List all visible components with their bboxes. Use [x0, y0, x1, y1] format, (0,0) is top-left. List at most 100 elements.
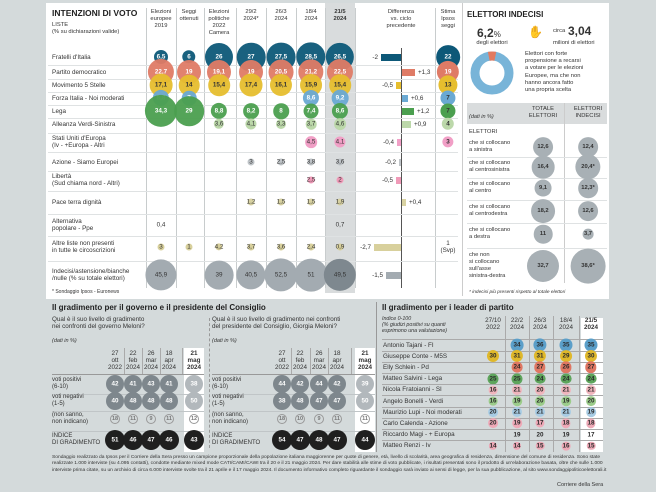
- vote-value: 0,4: [156, 221, 166, 229]
- diff-header: Differenza vs. ciclo precedente: [386, 9, 416, 29]
- row-divider: [48, 171, 458, 172]
- vote-bubble: [334, 136, 346, 148]
- indecisi-bubble: [578, 178, 598, 198]
- leader-value: 30: [489, 352, 497, 360]
- gradimento-bubble: [291, 392, 309, 410]
- party-label: Partito democratico: [52, 68, 107, 76]
- gradimento-bubble: [272, 430, 292, 450]
- row-divider: [48, 133, 458, 134]
- gradimento-bubble: [310, 392, 328, 410]
- leader-column-header: 21/5 2024: [583, 317, 599, 331]
- diff-bar: [386, 271, 401, 279]
- leader-value: 34: [513, 341, 521, 349]
- vote-value: 22,7: [154, 68, 168, 76]
- row-divider: [48, 236, 458, 237]
- vote-value: 2,4: [306, 243, 316, 251]
- vote-value: 3,6: [335, 158, 345, 166]
- row-divider: [382, 395, 603, 397]
- vote-bubble: [157, 243, 165, 251]
- vote-value: 49,5: [333, 271, 347, 279]
- indecisi-bubble: [533, 137, 553, 157]
- seats-bubble: [438, 75, 458, 95]
- gradimento-value: 41: [129, 380, 137, 388]
- leader-bubble: [533, 338, 547, 352]
- column-divider: [578, 316, 580, 452]
- gradimento-bubble: [273, 375, 291, 393]
- party-label: Lega: [52, 107, 67, 115]
- vote-bubble: [204, 260, 234, 290]
- leader-bubble: [561, 418, 571, 429]
- gradimento-column-header: 27 ott 2022: [107, 350, 123, 371]
- leader-value: 20: [489, 408, 497, 416]
- gradimento-bubble: [356, 392, 374, 410]
- leader-bubble: [511, 384, 523, 395]
- leader-value: 25: [489, 375, 497, 383]
- vote-value: 8: [279, 107, 283, 115]
- column-header: Seggi ottenuti: [179, 9, 199, 22]
- gradimento-bubble: [291, 375, 309, 393]
- leader-bubble: [535, 418, 545, 428]
- leader-column-header: 22/2 2024: [509, 317, 525, 331]
- vote-value: 3,6: [214, 120, 224, 128]
- vote-bubble: [307, 158, 315, 166]
- gradimento-column-header: 18 apr 2024: [161, 350, 177, 371]
- leader-value: 19: [513, 431, 521, 439]
- gradimento-bubble: [142, 392, 160, 410]
- leader-value: 17: [536, 419, 544, 427]
- leader-value: 20: [536, 386, 544, 394]
- vote-bubble: [331, 102, 349, 120]
- vote-bubble: [334, 118, 346, 130]
- gradimento-question: Qual è il suo livello di gradimento nei …: [52, 316, 145, 330]
- diff-value: +1,3: [418, 68, 431, 76]
- gradimento-value: 11: [130, 416, 136, 422]
- diff-value: -2,7: [360, 243, 371, 251]
- col-total-header: TOTALE ELETTORI: [528, 106, 558, 119]
- leader-name: Nicola Fratoianni - SI: [383, 386, 442, 394]
- gradimento-bubble: [164, 414, 174, 424]
- vote-value: 29: [185, 107, 193, 115]
- vote-bubble: [336, 158, 344, 166]
- gradimento-bubble: [310, 375, 328, 393]
- vote-value: 8,2: [246, 107, 256, 115]
- leader-name: Antonio Tajani - FI: [383, 341, 434, 349]
- gradimento-value: 11: [166, 416, 172, 422]
- leader-value: 30: [587, 352, 595, 360]
- indecisi-row-label: che si collocano a sinistra: [469, 139, 511, 153]
- gradimento-value: 48: [296, 397, 304, 405]
- seats-bubble: [440, 103, 456, 119]
- row-divider: [382, 429, 603, 430]
- indecisi-bubble: [575, 154, 601, 180]
- leader-value: 18: [587, 419, 595, 427]
- gradimento-column-header: 27 ott 2022: [274, 350, 290, 371]
- leader-bubble: [586, 418, 596, 429]
- leader-bubble: [534, 361, 546, 374]
- column-header: 29/2 2024*: [243, 9, 259, 22]
- column-divider: [142, 348, 143, 374]
- vote-value: 2,5: [306, 176, 316, 184]
- gradimento-row-label: (non sanno, non indicano): [212, 412, 249, 425]
- column-header: Elezioni politiche 2022 Camera: [208, 9, 230, 36]
- gradimento-value: 42: [296, 380, 304, 388]
- leader-bubble: [535, 384, 545, 395]
- indecisi-value: 3,7: [583, 231, 593, 237]
- column-divider: [553, 316, 554, 452]
- row-divider: [382, 440, 603, 442]
- gradimento-title: Il gradimento per il governo e il presid…: [52, 303, 266, 312]
- footer-source: Corriere della Sera: [557, 482, 604, 488]
- gradimento-value: 44: [278, 380, 286, 388]
- gradimento-column-header: 26 mar 2024: [311, 350, 327, 371]
- indecisi-unit: (dati in %): [469, 114, 494, 120]
- leader-value: 24: [562, 375, 570, 383]
- gradimento-value: 18: [111, 416, 119, 422]
- gradimento-row-label: voti negativi (1-5): [212, 394, 244, 407]
- divider: [564, 103, 565, 283]
- leader-bubble: [560, 407, 572, 418]
- row-divider: [382, 384, 603, 386]
- column-divider: [236, 8, 237, 288]
- column-divider: [435, 8, 436, 288]
- gradimento-bubble: [327, 430, 347, 450]
- diff-bar: [374, 243, 401, 251]
- indecisi-bubble: [533, 224, 553, 244]
- leader-bubble: [561, 396, 571, 406]
- indecisi-circa: circa: [553, 28, 566, 34]
